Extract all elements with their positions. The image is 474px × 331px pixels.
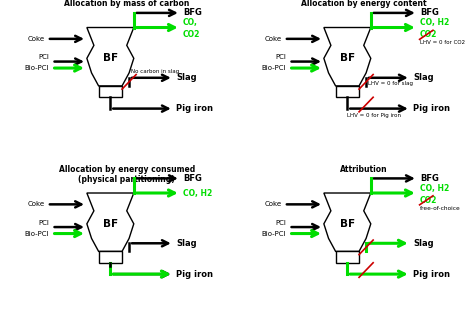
Text: CO, H2: CO, H2 bbox=[420, 18, 449, 27]
Text: Attribution: Attribution bbox=[340, 165, 388, 174]
Text: PCI: PCI bbox=[275, 54, 286, 60]
Text: LHV = 0 for slag: LHV = 0 for slag bbox=[368, 81, 413, 86]
Text: Bio-PCI: Bio-PCI bbox=[262, 65, 286, 71]
Text: Pig iron: Pig iron bbox=[413, 104, 450, 113]
Text: BFG: BFG bbox=[420, 8, 439, 18]
Text: CO2: CO2 bbox=[183, 30, 201, 39]
Text: Coke: Coke bbox=[27, 201, 45, 207]
Text: BF: BF bbox=[103, 53, 118, 63]
Text: Bio-PCI: Bio-PCI bbox=[262, 231, 286, 237]
Polygon shape bbox=[324, 193, 371, 252]
Text: Allocation by energy content: Allocation by energy content bbox=[301, 0, 427, 8]
Text: BFG: BFG bbox=[183, 174, 202, 183]
Text: CO2: CO2 bbox=[420, 196, 438, 205]
Text: BF: BF bbox=[103, 219, 118, 229]
Polygon shape bbox=[336, 252, 359, 263]
Text: PCI: PCI bbox=[275, 219, 286, 225]
Text: BF: BF bbox=[340, 219, 355, 229]
Polygon shape bbox=[324, 27, 371, 86]
Text: Bio-PCI: Bio-PCI bbox=[25, 65, 49, 71]
Text: BFG: BFG bbox=[183, 8, 202, 18]
Text: PCI: PCI bbox=[38, 54, 49, 60]
Text: Pig iron: Pig iron bbox=[413, 270, 450, 279]
Text: Slag: Slag bbox=[413, 73, 434, 82]
Text: Allocation by energy consumed
(physical partitioning): Allocation by energy consumed (physical … bbox=[59, 165, 195, 184]
Text: Pig iron: Pig iron bbox=[176, 104, 213, 113]
Text: Coke: Coke bbox=[264, 36, 282, 42]
Polygon shape bbox=[336, 86, 359, 97]
Text: Allocation by mass of carbon: Allocation by mass of carbon bbox=[64, 0, 190, 8]
Text: BF: BF bbox=[340, 53, 355, 63]
Polygon shape bbox=[99, 86, 122, 97]
Text: No carbon in slag: No carbon in slag bbox=[131, 69, 180, 74]
Text: Coke: Coke bbox=[264, 201, 282, 207]
Text: PCI: PCI bbox=[38, 219, 49, 225]
Text: LHV = 0 for Pig iron: LHV = 0 for Pig iron bbox=[347, 114, 401, 118]
Text: LHV = 0 for CO2: LHV = 0 for CO2 bbox=[420, 40, 465, 45]
Text: Bio-PCI: Bio-PCI bbox=[25, 231, 49, 237]
Polygon shape bbox=[87, 193, 134, 252]
Text: CO, H2: CO, H2 bbox=[420, 184, 449, 193]
Text: BFG: BFG bbox=[420, 174, 439, 183]
Polygon shape bbox=[99, 252, 122, 263]
Text: Slag: Slag bbox=[413, 239, 434, 248]
Polygon shape bbox=[87, 27, 134, 86]
Text: CO, H2: CO, H2 bbox=[183, 189, 212, 198]
Text: Pig iron: Pig iron bbox=[176, 270, 213, 279]
Text: Slag: Slag bbox=[176, 239, 197, 248]
Text: Slag: Slag bbox=[176, 73, 197, 82]
Text: CO2: CO2 bbox=[420, 30, 438, 39]
Text: free-of-choice: free-of-choice bbox=[420, 206, 461, 211]
Text: Coke: Coke bbox=[27, 36, 45, 42]
Text: CO,: CO, bbox=[183, 18, 198, 27]
